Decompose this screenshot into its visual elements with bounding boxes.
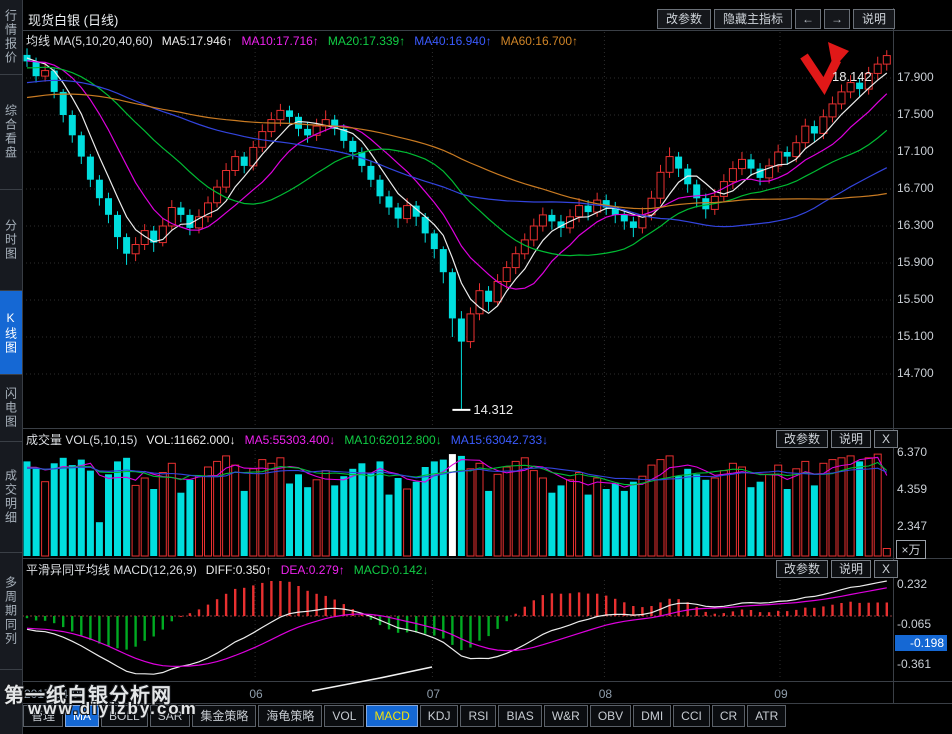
volinfo-segment-2: VOL:11662.000↓: [146, 433, 236, 447]
axis-label: 6.370: [897, 444, 928, 459]
topbar-button-3[interactable]: ←: [794, 9, 821, 29]
xaxis-month-09: 09: [774, 687, 788, 701]
tab-vol[interactable]: VOL: [324, 705, 365, 727]
volinfo-segment-1: 成交量 VOL(5,10,15): [26, 433, 138, 447]
left-sidebar: 行情报价 综合看盘 分时图 K线图 闪电图 成交明细 多周期同列: [0, 0, 23, 734]
volbtns-close-button[interactable]: X: [874, 430, 899, 448]
macd-indicator-readout: 平滑异同平均线 MACD(12,26,9) DIFF:0.350↑ DEA:0.27…: [26, 561, 437, 577]
axis-label: 17.900: [897, 70, 934, 84]
axis-label: 4.359: [897, 481, 928, 496]
xaxis-month-07: 07: [426, 687, 441, 701]
axis-label: -0.361: [897, 656, 932, 671]
maininfo-segment-5: MA40:16.940↑: [414, 34, 492, 48]
macd-chart[interactable]: [22, 578, 893, 681]
tab-ma[interactable]: MA: [65, 705, 100, 727]
xaxis-month-08: 08: [598, 687, 613, 701]
xaxis-month-06: 06: [249, 687, 263, 701]
watermark-site-url: www.diyizby.com: [28, 699, 198, 718]
macdbtns-close-button[interactable]: X: [874, 560, 899, 578]
tab-cci[interactable]: CCI: [673, 705, 710, 727]
macd-pane-buttons: 改参数 说明 X: [776, 560, 899, 578]
tab-海龟策略[interactable]: 海龟策略: [258, 705, 323, 727]
axis-label: 15.500: [897, 292, 934, 306]
axis-label: 16.300: [897, 218, 934, 232]
sidebar-item-1[interactable]: 行情报价: [0, 0, 22, 75]
separator-tabs-top: [22, 703, 952, 704]
indicator-tab-bar: 管理 MA BOLL SAR 集金策略 海龟策略 VOL MACD KDJ RSI BIAS W&R O…: [23, 705, 787, 727]
tab-集金策略[interactable]: 集金策略: [192, 705, 257, 727]
tab-obv[interactable]: OBV: [589, 705, 632, 727]
sidebar-item-3[interactable]: 分时图: [0, 190, 22, 291]
volinfo-segment-5: MA15:63042.733↓: [450, 433, 549, 447]
tab-sar[interactable]: SAR: [149, 705, 191, 727]
page-title: 现货白银 (日线): [28, 12, 119, 28]
topbar-button-5[interactable]: 说明: [852, 9, 895, 29]
main-candlestick-chart[interactable]: 14.312 18.142: [22, 30, 893, 428]
maininfo-segment-2: MA5:17.946↑: [161, 34, 233, 48]
macdinfo-segment-1: 平滑异同平均线 MACD(12,26,9): [26, 563, 197, 577]
sidebar-item-2[interactable]: 综合看盘: [0, 75, 22, 190]
maininfo-segment-6: MA60:16.700↑: [500, 34, 579, 48]
tab-bias[interactable]: BIAS: [498, 705, 542, 727]
axis-label: 2.347: [897, 518, 928, 533]
axis-label: 14.700: [897, 366, 934, 380]
tab-管理[interactable]: 管理: [23, 705, 64, 727]
separator-volume-top: [22, 428, 952, 429]
tab-cr[interactable]: CR: [711, 705, 746, 727]
sidebar-item-4[interactable]: K线图: [0, 291, 22, 375]
maininfo-segment-3: MA10:17.716↑: [241, 34, 319, 48]
topbar-button-4[interactable]: →: [823, 9, 850, 29]
tab-rsi[interactable]: RSI: [460, 705, 497, 727]
sidebar-item-6[interactable]: 成交明细: [0, 442, 22, 553]
xaxis-start-date: 2017-04-05: [24, 687, 86, 701]
topbar-buttons: 改参数 隐藏主指标 ← → 说明: [654, 9, 895, 29]
tab-w&r[interactable]: W&R: [543, 705, 588, 727]
ma-indicator-readout: 均线 MA(5,10,20,40,60) MA5:17.946↑ MA10:17.7…: [26, 32, 587, 48]
volbtns-button-1[interactable]: 改参数: [776, 430, 829, 448]
sidebar-item-7[interactable]: 多周期同列: [0, 553, 22, 670]
topbar-button-2[interactable]: 隐藏主指标: [713, 9, 792, 29]
macdbtns-button-2[interactable]: 说明: [831, 560, 872, 578]
volinfo-segment-3: MA5:55303.400↓: [244, 433, 336, 447]
separator-price-axis: [893, 8, 894, 704]
axis-label: 15.900: [897, 255, 934, 269]
macdinfo-segment-2: DIFF:0.350↑: [205, 563, 272, 577]
title-bar: 现货白银 (日线) 改参数 隐藏主指标 ← → 说明: [23, 8, 952, 31]
axis-value-highlight: -0.198: [895, 634, 947, 651]
volume-chart[interactable]: [22, 448, 893, 558]
axis-label: 17.100: [897, 144, 934, 158]
tab-dmi[interactable]: DMI: [633, 705, 672, 727]
svg-text:18.142: 18.142: [832, 69, 872, 84]
volume-unit-label: ×万: [896, 540, 926, 559]
volume-indicator-readout: 成交量 VOL(5,10,15) VOL:11662.000↓ MA5:55303.…: [26, 431, 557, 447]
volbtns-button-2[interactable]: 说明: [831, 430, 872, 448]
separator-macd-top: [22, 558, 952, 559]
topbar-button-1[interactable]: 改参数: [656, 9, 711, 29]
macdbtns-button-1[interactable]: 改参数: [776, 560, 829, 578]
axis-label: 17.500: [897, 107, 934, 121]
maininfo-segment-1: 均线 MA(5,10,20,40,60): [26, 34, 153, 48]
volinfo-segment-4: MA10:62012.800↓: [344, 433, 442, 447]
svg-text:14.312: 14.312: [473, 402, 513, 417]
sidebar-item-5[interactable]: 闪电图: [0, 375, 22, 442]
macdinfo-segment-4: MACD:0.142↓: [353, 563, 429, 577]
volume-pane-buttons: 改参数 说明 X: [776, 430, 899, 448]
tab-boll[interactable]: BOLL: [101, 705, 148, 727]
watermark-site-name: 第一纸白银分析网: [4, 685, 172, 707]
tab-macd[interactable]: MACD: [366, 705, 418, 727]
axis-label: 0.232: [897, 576, 928, 591]
macdinfo-segment-3: DEA:0.279↑: [280, 563, 345, 577]
tab-atr[interactable]: ATR: [747, 705, 787, 727]
tab-kdj[interactable]: KDJ: [419, 705, 459, 727]
axis-label: -0.065: [897, 616, 932, 631]
axis-label: 15.100: [897, 329, 934, 343]
axis-label: 16.700: [897, 181, 934, 195]
separator-xaxis-top: [22, 681, 952, 682]
maininfo-segment-4: MA20:17.339↑: [327, 34, 406, 48]
